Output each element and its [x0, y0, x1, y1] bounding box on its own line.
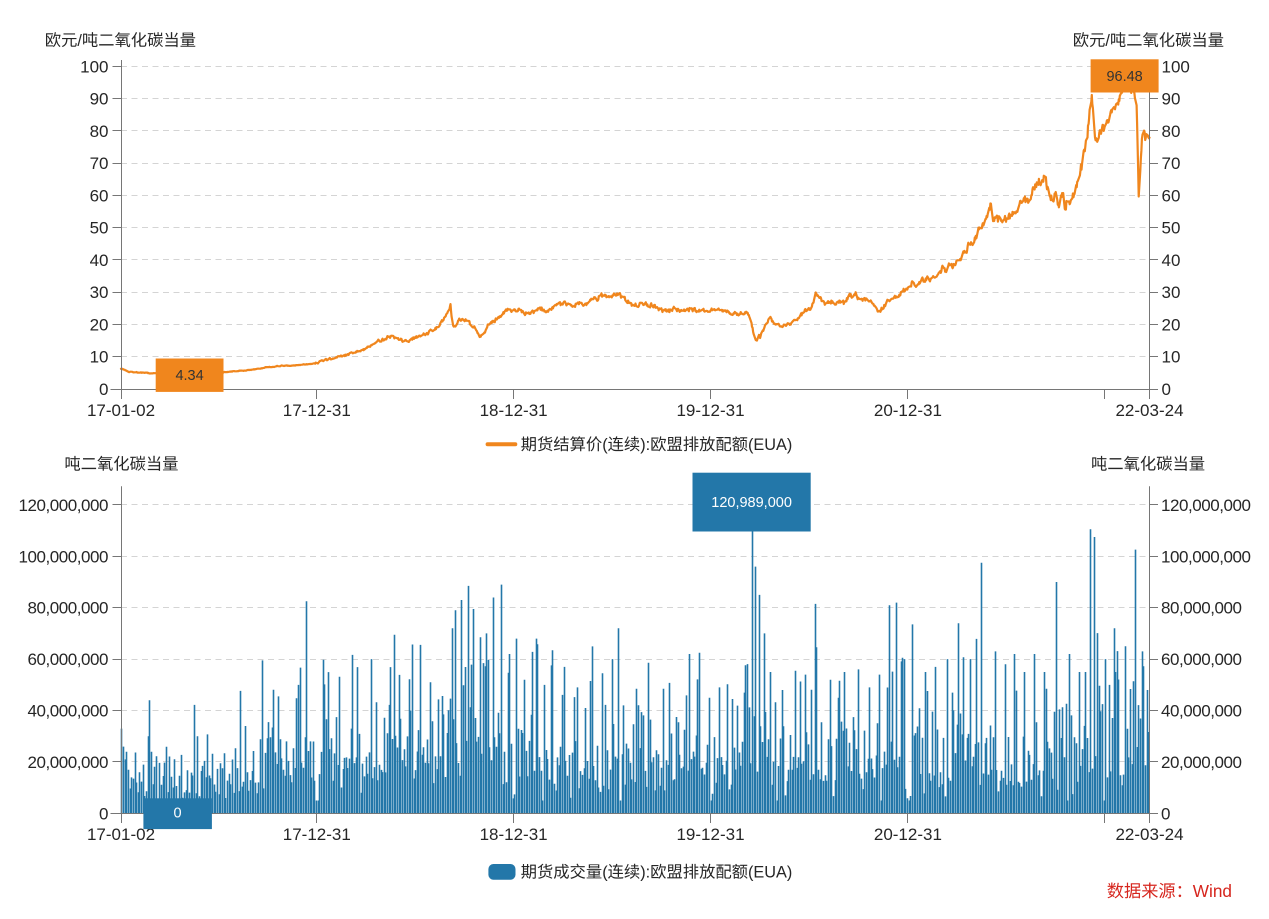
svg-text:18-12-31: 18-12-31 — [480, 401, 548, 420]
svg-text:20,000,000: 20,000,000 — [1161, 753, 1242, 772]
svg-text:0: 0 — [99, 380, 108, 399]
svg-text:50: 50 — [90, 219, 109, 238]
svg-text:):: ): — [640, 436, 650, 454]
svg-text:70: 70 — [1162, 154, 1181, 173]
svg-text:4.34: 4.34 — [175, 368, 203, 384]
svg-text:40: 40 — [90, 251, 109, 270]
svg-text:60: 60 — [90, 186, 109, 205]
svg-text:Wind: Wind — [1193, 881, 1232, 901]
svg-text:120,000,000: 120,000,000 — [19, 496, 109, 515]
svg-text:80: 80 — [90, 122, 109, 141]
svg-text:(: ( — [602, 436, 608, 454]
svg-text:/: / — [77, 32, 82, 50]
svg-text:70: 70 — [90, 154, 109, 173]
svg-text:30: 30 — [1162, 283, 1181, 302]
svg-text:100,000,000: 100,000,000 — [1161, 547, 1251, 566]
svg-text:40: 40 — [1162, 251, 1181, 270]
svg-text:120,000,000: 120,000,000 — [1161, 496, 1251, 515]
svg-text:20-12-31: 20-12-31 — [874, 825, 942, 844]
svg-text:90: 90 — [90, 90, 109, 109]
svg-text:20: 20 — [90, 316, 109, 335]
svg-text:10: 10 — [90, 348, 109, 367]
svg-text:100: 100 — [1162, 57, 1190, 76]
svg-text:60: 60 — [1162, 186, 1181, 205]
svg-text:20-12-31: 20-12-31 — [874, 401, 942, 420]
svg-text:0: 0 — [99, 804, 108, 823]
svg-text:0: 0 — [174, 806, 182, 822]
svg-text:96.48: 96.48 — [1106, 69, 1142, 85]
svg-text:/: / — [1105, 32, 1110, 50]
svg-text:30: 30 — [90, 283, 109, 302]
svg-text:19-12-31: 19-12-31 — [676, 401, 744, 420]
svg-text:40,000,000: 40,000,000 — [28, 702, 109, 721]
svg-text:17-12-31: 17-12-31 — [283, 825, 351, 844]
svg-text:60,000,000: 60,000,000 — [28, 650, 109, 669]
svg-text:0: 0 — [1161, 804, 1170, 823]
svg-text:80,000,000: 80,000,000 — [1161, 599, 1242, 618]
svg-text:100,000,000: 100,000,000 — [19, 547, 109, 566]
svg-text:10: 10 — [1162, 348, 1181, 367]
svg-text:120,989,000: 120,989,000 — [711, 495, 792, 511]
svg-text:50: 50 — [1162, 219, 1181, 238]
svg-text:60,000,000: 60,000,000 — [1161, 650, 1242, 669]
svg-text:20: 20 — [1162, 316, 1181, 335]
svg-text:(EUA): (EUA) — [748, 864, 792, 882]
svg-text:80: 80 — [1162, 122, 1181, 141]
svg-text:90: 90 — [1162, 90, 1181, 109]
svg-text:0: 0 — [1162, 380, 1171, 399]
svg-text:18-12-31: 18-12-31 — [480, 825, 548, 844]
svg-text:(: ( — [602, 864, 608, 882]
svg-text:17-01-02: 17-01-02 — [87, 825, 155, 844]
svg-text:100: 100 — [80, 57, 108, 76]
svg-text:40,000,000: 40,000,000 — [1161, 702, 1242, 721]
svg-text:20,000,000: 20,000,000 — [28, 753, 109, 772]
svg-text:19-12-31: 19-12-31 — [676, 825, 744, 844]
svg-text:22-03-24: 22-03-24 — [1115, 401, 1183, 420]
svg-text:(EUA): (EUA) — [748, 436, 792, 454]
svg-text:22-03-24: 22-03-24 — [1115, 825, 1183, 844]
svg-text:17-12-31: 17-12-31 — [283, 401, 351, 420]
svg-text:17-01-02: 17-01-02 — [87, 401, 155, 420]
svg-text:80,000,000: 80,000,000 — [28, 599, 109, 618]
svg-text:):: ): — [640, 864, 650, 882]
